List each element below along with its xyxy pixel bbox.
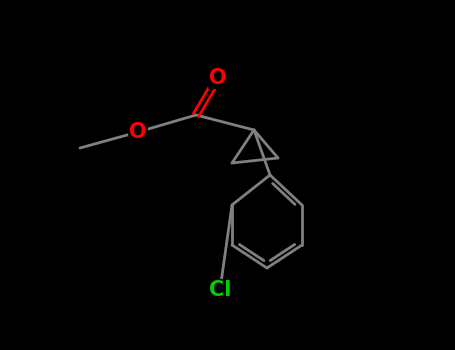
Text: Cl: Cl [209, 280, 231, 300]
Text: O: O [209, 68, 227, 88]
Text: O: O [129, 122, 147, 142]
